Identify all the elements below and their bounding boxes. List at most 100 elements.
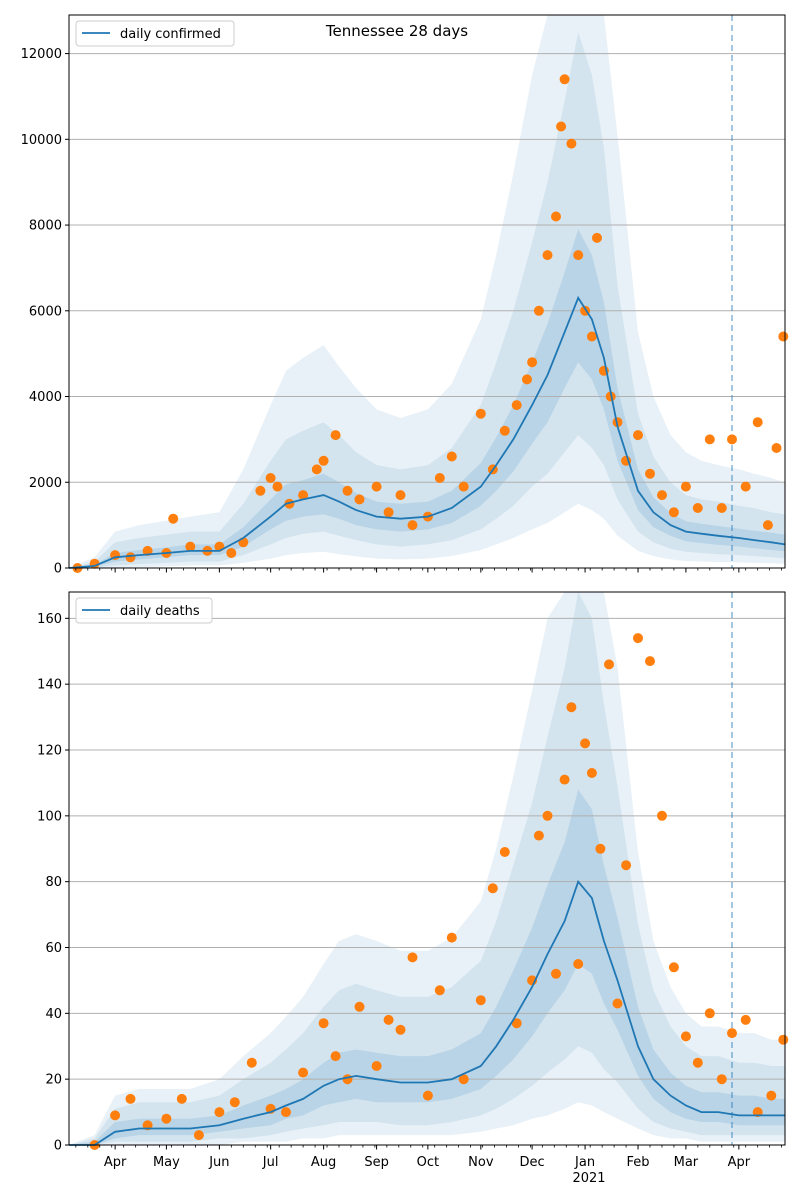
confirmed-data-point [752,417,763,428]
confirmed-gridlines [69,53,785,483]
deaths-data-point [371,1061,382,1071]
deaths-data-point [407,952,418,963]
deaths-x-tick-label: Aug [311,1155,336,1170]
confirmed-data-point [533,305,544,316]
confirmed-median-line [68,295,786,569]
confirmed-data-point [771,443,782,453]
confirmed-data-point [168,513,179,524]
confirmed-data-point [727,434,737,445]
confirmed-data-point [272,481,283,492]
confirmed-data-point [342,485,353,496]
deaths-y-axis: 0 20 40 60 80 100 120 140 160 [37,612,69,1154]
deaths-data-point [395,1024,406,1035]
deaths-data-point [621,860,632,871]
deaths-x-axis: Apr May Jun Jul Aug Sep Oct Nov Dec Jan Feb Mar Apr [75,1145,782,1170]
deaths-y-tick-label: 80 [45,875,62,890]
confirmed-data-point [330,430,341,441]
deaths-y-tick-label: 100 [37,809,62,824]
deaths-band-95-area [69,592,785,1145]
deaths-data-point [499,847,510,857]
deaths-legend-box [75,597,213,624]
confirmed-legend-label: daily confirmed [120,27,221,42]
deaths-observed-points [89,633,789,1150]
confirmed-data-point [383,507,394,518]
chart-title: Tennessee 28 days [325,22,468,40]
deaths-median-line [69,879,785,1146]
deaths-band-90-area [69,592,785,1145]
confirmed-data-point [586,331,597,342]
deaths-data-point [434,985,445,996]
deaths-x-tick-label: Apr [728,1155,751,1170]
deaths-data-point [229,1097,240,1108]
confirmed-data-point [716,503,727,513]
confirmed-y-tick-label: 4000 [29,390,62,405]
deaths-legend-label: daily deaths [120,604,200,619]
confirmed-data-point [226,548,237,558]
deaths-data-point [422,1090,433,1101]
confirmed-band-50-area [69,229,785,569]
confirmed-legend-box [75,20,235,47]
deaths-data-point [214,1107,225,1118]
confirmed-data-point [740,481,751,492]
deaths-data-point [704,1008,715,1019]
confirmed-data-point [762,520,773,531]
confirmed-y-tick-label: 10000 [21,133,62,148]
confirmed-data-point [592,232,602,243]
deaths-data-point [458,1074,469,1085]
confirmed-data-point [255,485,266,496]
confirmed-y-axis: 0 2000 4000 6000 8000 10000 12000 [21,47,69,577]
confirmed-data-point [566,138,577,149]
confirmed-y-tick-label: 8000 [29,219,62,234]
confirmed-data-point [573,250,584,261]
deaths-y-tick-label: 40 [45,1007,62,1022]
deaths-data-point [657,810,667,821]
deaths-data-point [645,656,655,667]
confirmed-y-tick-label: 0 [54,562,62,577]
deaths-data-point [487,883,498,894]
confirmed-data-point [542,250,553,261]
deaths-data-point [281,1107,291,1118]
deaths-x-tick-label: Sep [364,1155,389,1170]
confirmed-data-point [185,541,196,552]
deaths-data-point [533,830,544,841]
deaths-data-point [193,1130,204,1141]
confirmed-data-point [499,425,510,436]
confirmed-data-point [645,468,655,479]
confirmed-data-point [668,507,679,518]
confirmed-band-95-area [69,15,785,568]
deaths-x-tick-label: Jul [262,1155,279,1170]
deaths-data-point [176,1093,187,1104]
deaths-data-point [595,843,606,854]
deaths-data-point [680,1031,691,1042]
deaths-legend: daily deaths [75,597,213,624]
deaths-data-point [330,1051,341,1062]
confirmed-data-point [311,464,322,475]
deaths-data-point [446,932,457,943]
deaths-data-point [633,633,643,644]
confirmed-chart-panel: 0 2000 4000 6000 8000 10000 12000 Tennessee 28… [21,14,789,577]
deaths-data-point [604,659,614,670]
deaths-x-tick-label: Jan [574,1155,595,1170]
deaths-x-tick-label: Nov [468,1155,494,1170]
confirmed-data-point [318,455,329,466]
deaths-y-tick-label: 20 [45,1073,62,1088]
deaths-data-point [778,1034,789,1045]
deaths-y-tick-label: 140 [37,678,62,693]
confirmed-credible-bands [69,15,785,569]
deaths-data-point [766,1090,777,1101]
confirmed-y-tick-label: 6000 [29,304,62,319]
deaths-data-point [559,774,570,785]
deaths-data-point [551,968,561,979]
deaths-x-tick-label: Dec [520,1155,545,1170]
deaths-x-tick-label: Feb [627,1155,650,1170]
confirmed-data-point [527,357,538,368]
deaths-data-point [125,1093,136,1104]
confirmed-data-point [371,481,382,492]
confirmed-data-point [125,552,136,563]
deaths-data-point [566,702,577,713]
deaths-x-tick-label: May [153,1155,180,1170]
deaths-data-point [573,959,584,969]
confirmed-data-point [522,374,532,385]
confirmed-data-point [680,481,691,492]
